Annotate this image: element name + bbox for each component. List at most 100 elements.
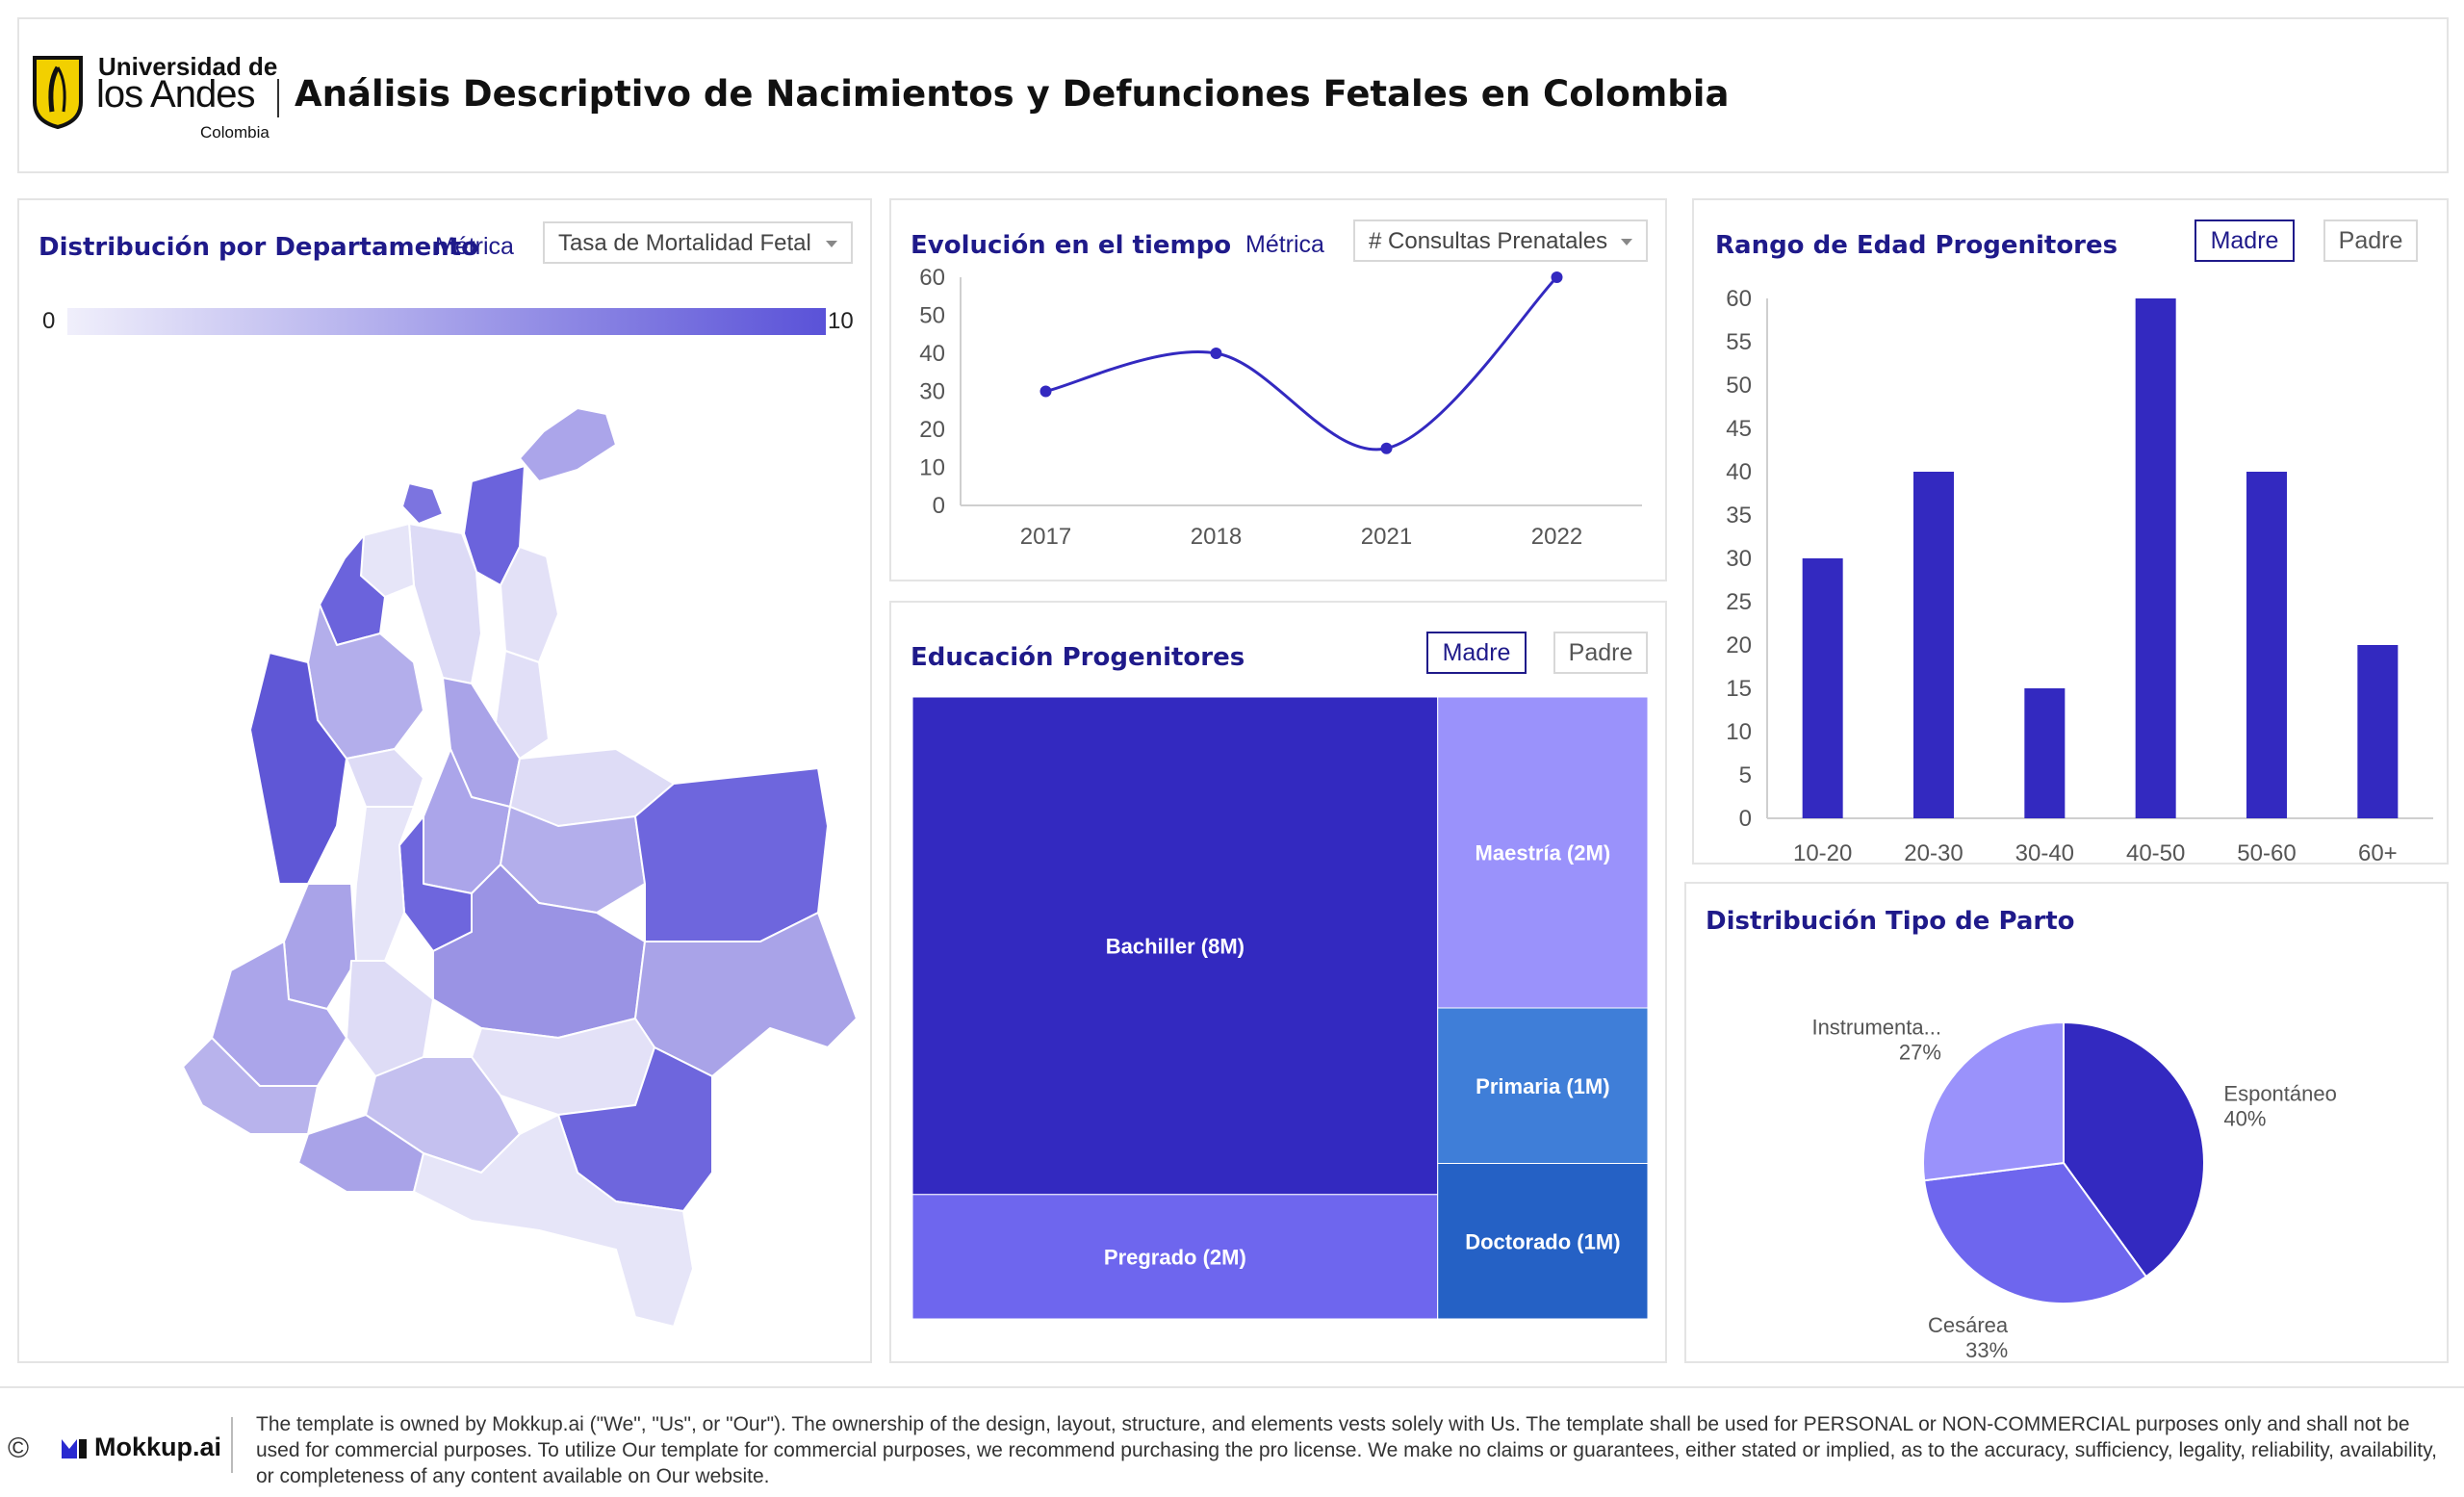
treemap-cell-label: Maestría (2M) — [1476, 841, 1611, 865]
age-panel-title: Rango de Edad Progenitores — [1715, 231, 2118, 260]
shield-icon — [33, 56, 83, 129]
colombia-map[interactable] — [19, 345, 874, 1355]
y-tick-label: 25 — [1726, 589, 1752, 615]
map-panel-title: Distribución por Departamento — [38, 233, 479, 262]
time-evolution-panel: Evolución en el tiempo Métrica # Consult… — [889, 198, 1667, 581]
bar — [2357, 645, 2399, 818]
y-tick-label: 60 — [1726, 286, 1752, 312]
x-tick-label: 2021 — [1361, 524, 1412, 550]
x-tick-label: 40-50 — [2126, 840, 2185, 865]
header-bar: Universidad de los Andes Colombia Anális… — [17, 17, 2449, 173]
x-tick-label: 10-20 — [1793, 840, 1852, 865]
pie-label-name: Instrumenta... — [1811, 1015, 1941, 1039]
y-tick-label: 55 — [1726, 329, 1752, 355]
line-point — [1380, 442, 1393, 454]
education-panel: Educación Progenitores Madre Padre Bachi… — [889, 601, 1667, 1363]
x-tick-label: 2018 — [1191, 524, 1242, 550]
treemap-cell — [1437, 696, 1649, 1009]
age-toggle-padre[interactable]: Padre — [2323, 219, 2418, 262]
treemap-chart: Bachiller (8M) Pregrado (2M) Maestría (2M)… — [911, 696, 1649, 1320]
bar — [2135, 298, 2176, 818]
university-logo: Universidad de los Andes Colombia — [31, 50, 281, 146]
map-region-norte-santander — [495, 650, 550, 760]
legend-min: 0 — [42, 308, 56, 334]
series-line — [1045, 275, 1558, 452]
chevron-down-icon — [826, 241, 837, 247]
y-tick-label: 60 — [919, 265, 945, 291]
map-region-vichada — [634, 767, 829, 942]
education-toggle-madre[interactable]: Madre — [1426, 632, 1527, 674]
time-metric-value: # Consultas Prenatales — [1369, 228, 1608, 254]
treemap-cell-label: Pregrado (2M) — [1104, 1245, 1246, 1269]
treemap-cell — [1437, 1007, 1649, 1164]
y-tick-label: 30 — [919, 379, 945, 405]
map-panel: Distribución por Departamento Métrica Ta… — [17, 198, 872, 1363]
birth-panel-title: Distribución Tipo de Parto — [1706, 907, 2075, 936]
header-divider — [277, 79, 279, 117]
map-metric-value: Tasa de Mortalidad Fetal — [558, 230, 811, 256]
treemap-cell-label: Doctorado (1M) — [1465, 1229, 1620, 1253]
footer-divider — [231, 1417, 233, 1473]
y-tick-label: 10 — [919, 455, 945, 481]
y-tick-label: 5 — [1739, 762, 1752, 788]
y-tick-label: 10 — [1726, 719, 1752, 745]
treemap-cell-label: Primaria (1M) — [1476, 1074, 1609, 1098]
footer: © Mokkup.ai The template is owned by Mok… — [0, 1386, 2464, 1497]
bar — [2024, 688, 2066, 818]
logo-line1: Universidad de — [98, 52, 278, 81]
line-chart: 0 10 20 30 40 50 60 2017 2018 2021 2022 — [919, 265, 1642, 550]
time-metric-label: Métrica — [1245, 231, 1324, 258]
y-tick-label: 35 — [1726, 503, 1752, 529]
treemap-cell-label: Bachiller (8M) — [1106, 934, 1245, 958]
chevron-down-icon — [1621, 239, 1632, 245]
treemap-cell — [911, 696, 1439, 1196]
y-tick-label: 20 — [1726, 632, 1752, 658]
line-point — [1210, 348, 1222, 359]
x-tick-label: 60+ — [2358, 840, 2398, 865]
mokkup-brand: Mokkup.ai — [94, 1432, 222, 1461]
bar — [1802, 558, 1843, 818]
y-tick-label: 40 — [919, 341, 945, 367]
map-region-tolima — [350, 806, 415, 962]
treemap-cell — [911, 1194, 1439, 1320]
pie-label-pct: 33% — [1965, 1338, 2008, 1362]
age-toggle-madre[interactable]: Madre — [2194, 219, 2295, 262]
x-tick-label: 30-40 — [2015, 840, 2074, 865]
map-region-valle — [283, 883, 357, 1010]
education-toggle-padre[interactable]: Padre — [1553, 632, 1648, 674]
x-tick-label: 50-60 — [2237, 840, 2296, 865]
bar-chart: 0 5 10 15 20 25 30 35 40 45 50 55 60 10-20 20-30 30-40 4… — [1726, 286, 2433, 865]
pie-label-pct: 27% — [1899, 1040, 1941, 1064]
line-point — [1040, 385, 1052, 398]
y-tick-label: 30 — [1726, 546, 1752, 572]
map-metric-label: Métrica — [435, 233, 514, 260]
x-tick-label: 2022 — [1531, 524, 1582, 550]
mokkup-logo[interactable]: Mokkup.ai — [60, 1432, 221, 1462]
age-range-panel: Rango de Edad Progenitores Madre Padre 0… — [1692, 198, 2449, 865]
pie-label-name: Espontáneo — [2223, 1081, 2336, 1105]
y-tick-label: 0 — [1739, 806, 1752, 832]
map-metric-dropdown[interactable]: Tasa de Mortalidad Fetal — [543, 221, 853, 264]
color-legend-bar — [67, 308, 826, 335]
y-tick-label: 45 — [1726, 416, 1752, 442]
y-tick-label: 0 — [933, 493, 945, 519]
map-region-amazonas — [413, 1114, 694, 1328]
pie-slice — [1923, 1161, 2148, 1304]
footer-notice: The template is owned by Mokkup.ai ("We"… — [256, 1413, 2437, 1487]
y-tick-label: 40 — [1726, 459, 1752, 485]
map-region-choco — [249, 652, 347, 885]
y-tick-label: 50 — [1726, 373, 1752, 399]
y-tick-label: 15 — [1726, 676, 1752, 702]
line-point — [1551, 271, 1563, 283]
time-panel-title: Evolución en el tiempo — [911, 231, 1232, 260]
logo-line3: Colombia — [200, 123, 270, 142]
x-tick-label: 20-30 — [1904, 840, 1963, 865]
map-region-narino — [182, 1037, 319, 1135]
mokkup-logo-icon — [62, 1438, 87, 1458]
time-metric-dropdown[interactable]: # Consultas Prenatales — [1353, 219, 1648, 262]
pie-label-pct: 40% — [2223, 1106, 2266, 1130]
map-region-atlantico — [401, 482, 444, 525]
map-region-guajira — [519, 407, 617, 482]
y-tick-label: 20 — [919, 417, 945, 443]
